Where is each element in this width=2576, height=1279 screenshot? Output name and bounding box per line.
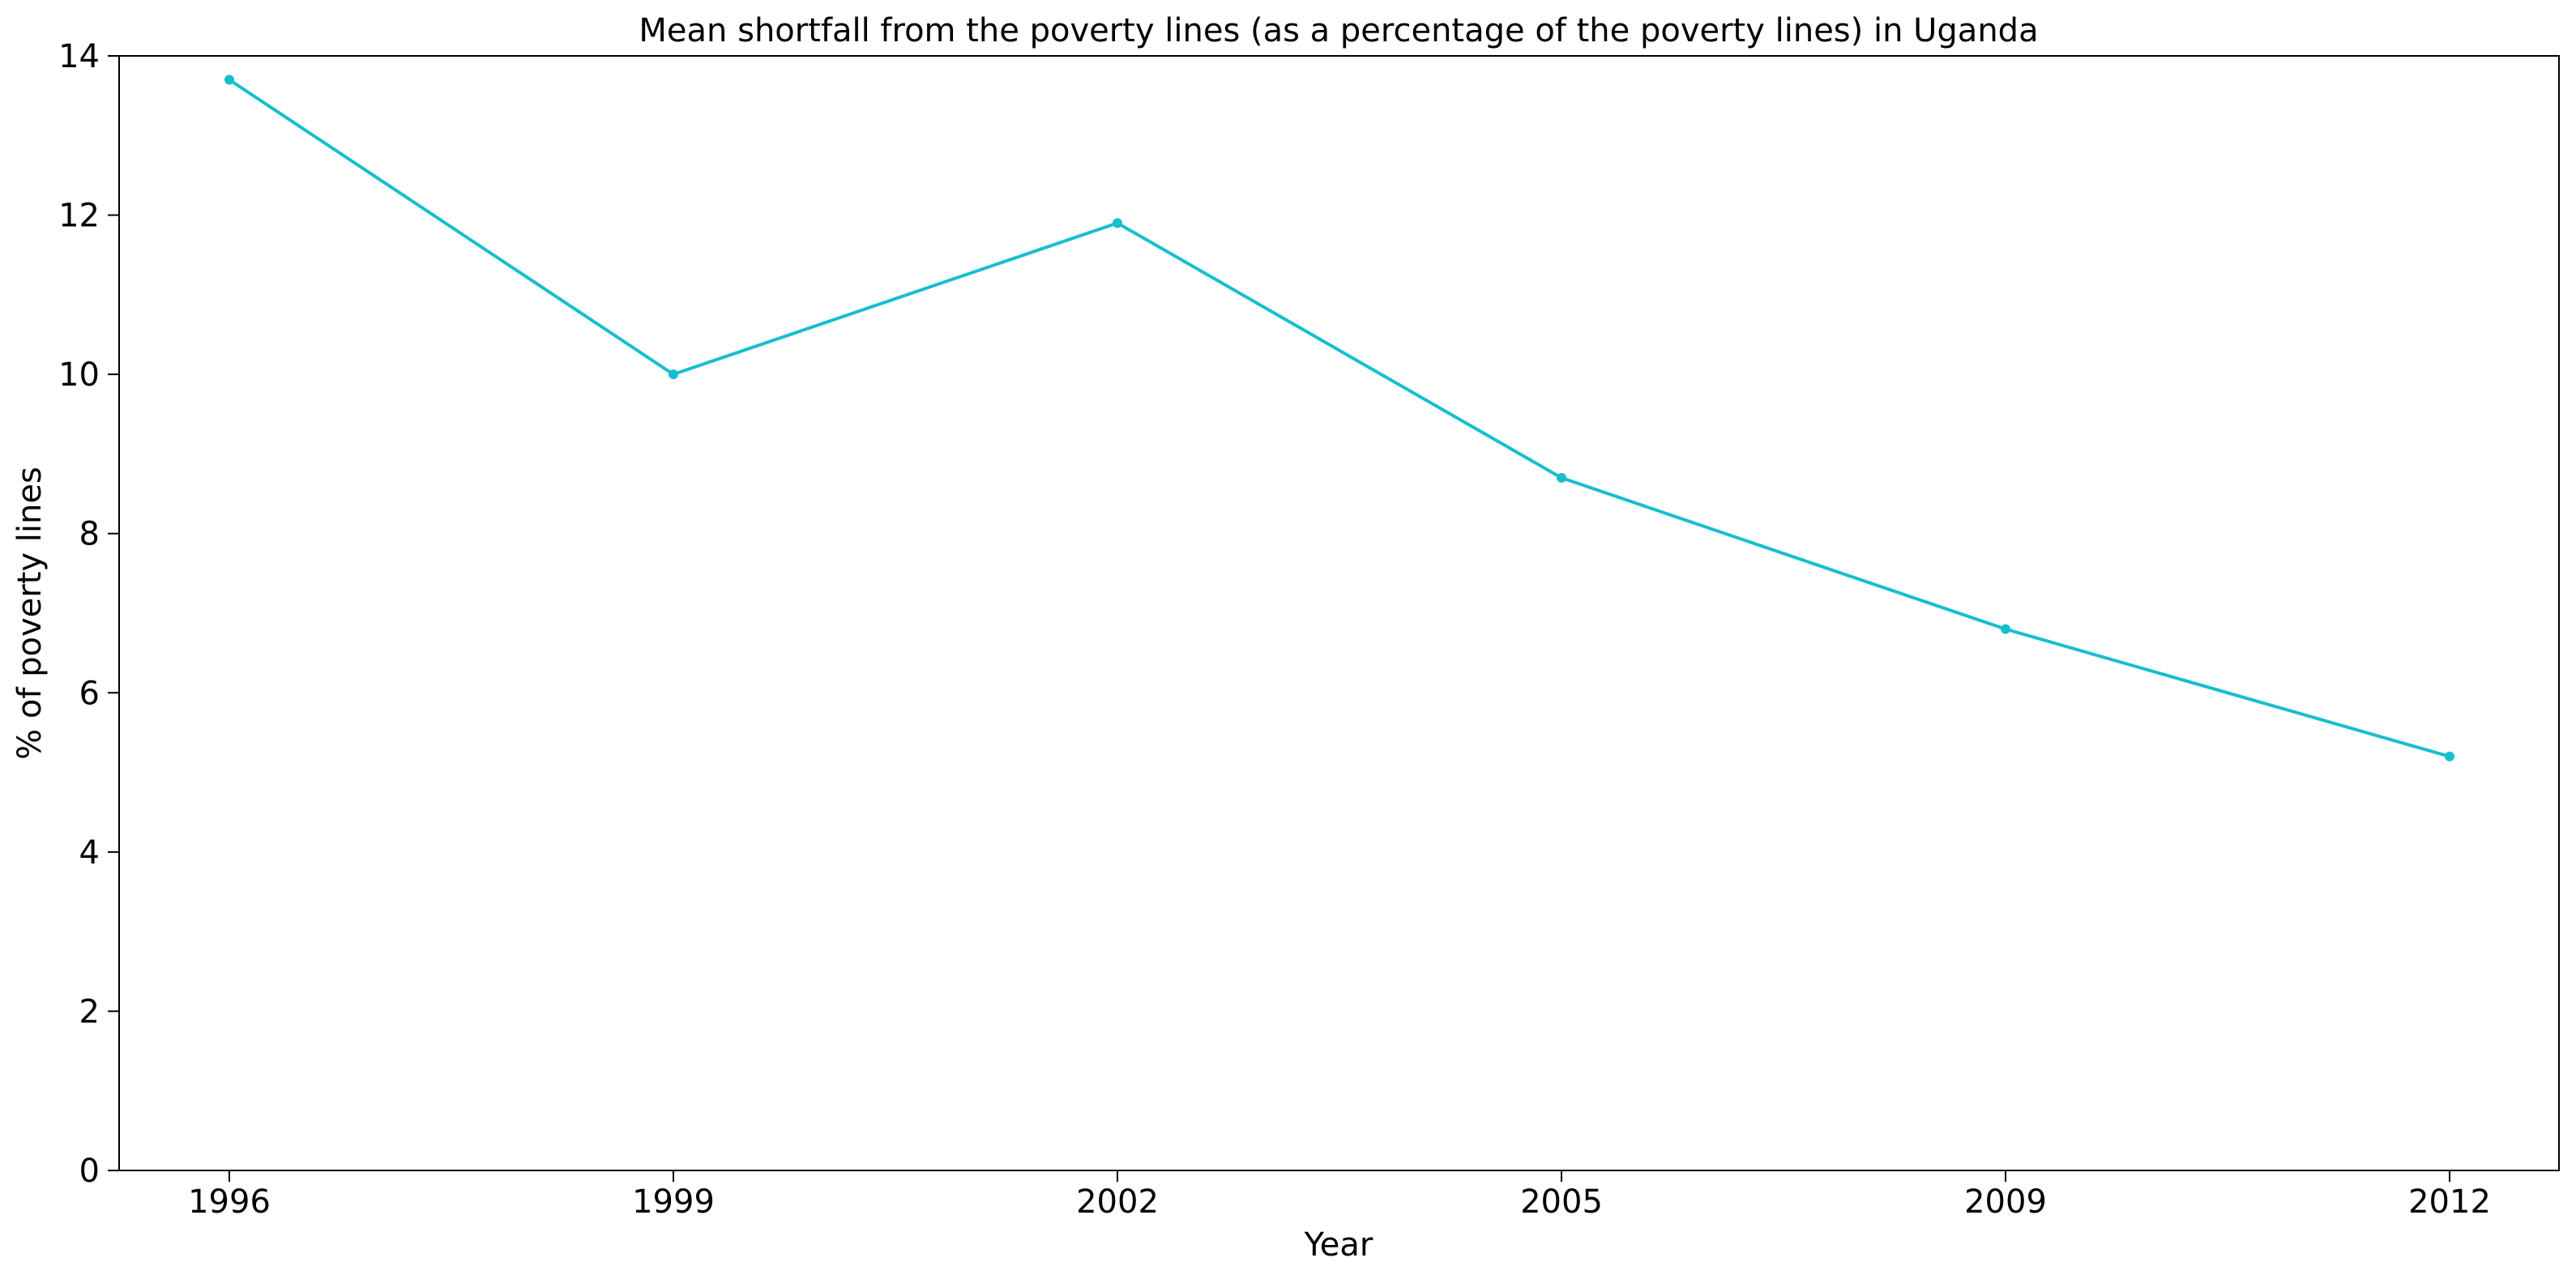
- x-tick-label: 2009: [1964, 1183, 2047, 1221]
- series-line-group: [224, 75, 2454, 761]
- x-tick-label: 2005: [1520, 1183, 1603, 1221]
- data-point: [1557, 472, 1566, 483]
- data-point: [2001, 624, 2010, 634]
- y-axis-ticks: 0 2 4 6 8 10 12 14: [58, 38, 119, 1190]
- plot-area-frame: [118, 55, 2560, 1171]
- x-axis-ticks: 1996 1999 2002 2005 2009 2012: [188, 1170, 2491, 1221]
- y-tick-label: 12: [58, 198, 100, 235]
- y-tick-label: 8: [79, 516, 100, 553]
- y-tick-label: 6: [79, 675, 100, 712]
- data-point: [2445, 751, 2454, 761]
- x-axis-label: Year: [1304, 1226, 1373, 1264]
- y-tick-label: 2: [79, 993, 100, 1030]
- x-tick-label: 2002: [1076, 1183, 1159, 1221]
- y-tick-label: 10: [58, 356, 100, 394]
- x-tick-label: 2012: [2408, 1183, 2491, 1221]
- data-point: [1113, 218, 1122, 228]
- data-point: [224, 75, 234, 85]
- chart-title: Mean shortfall from the poverty lines (a…: [639, 12, 2038, 49]
- y-tick-label: 4: [79, 834, 100, 872]
- y-tick-label: 0: [79, 1153, 100, 1190]
- x-tick-label: 1996: [188, 1183, 271, 1221]
- y-tick-label: 14: [58, 38, 100, 75]
- y-axis-label: % of poverty lines: [11, 467, 49, 760]
- series-line: [228, 78, 2450, 758]
- x-tick-label: 1999: [632, 1183, 715, 1221]
- data-point: [669, 369, 678, 380]
